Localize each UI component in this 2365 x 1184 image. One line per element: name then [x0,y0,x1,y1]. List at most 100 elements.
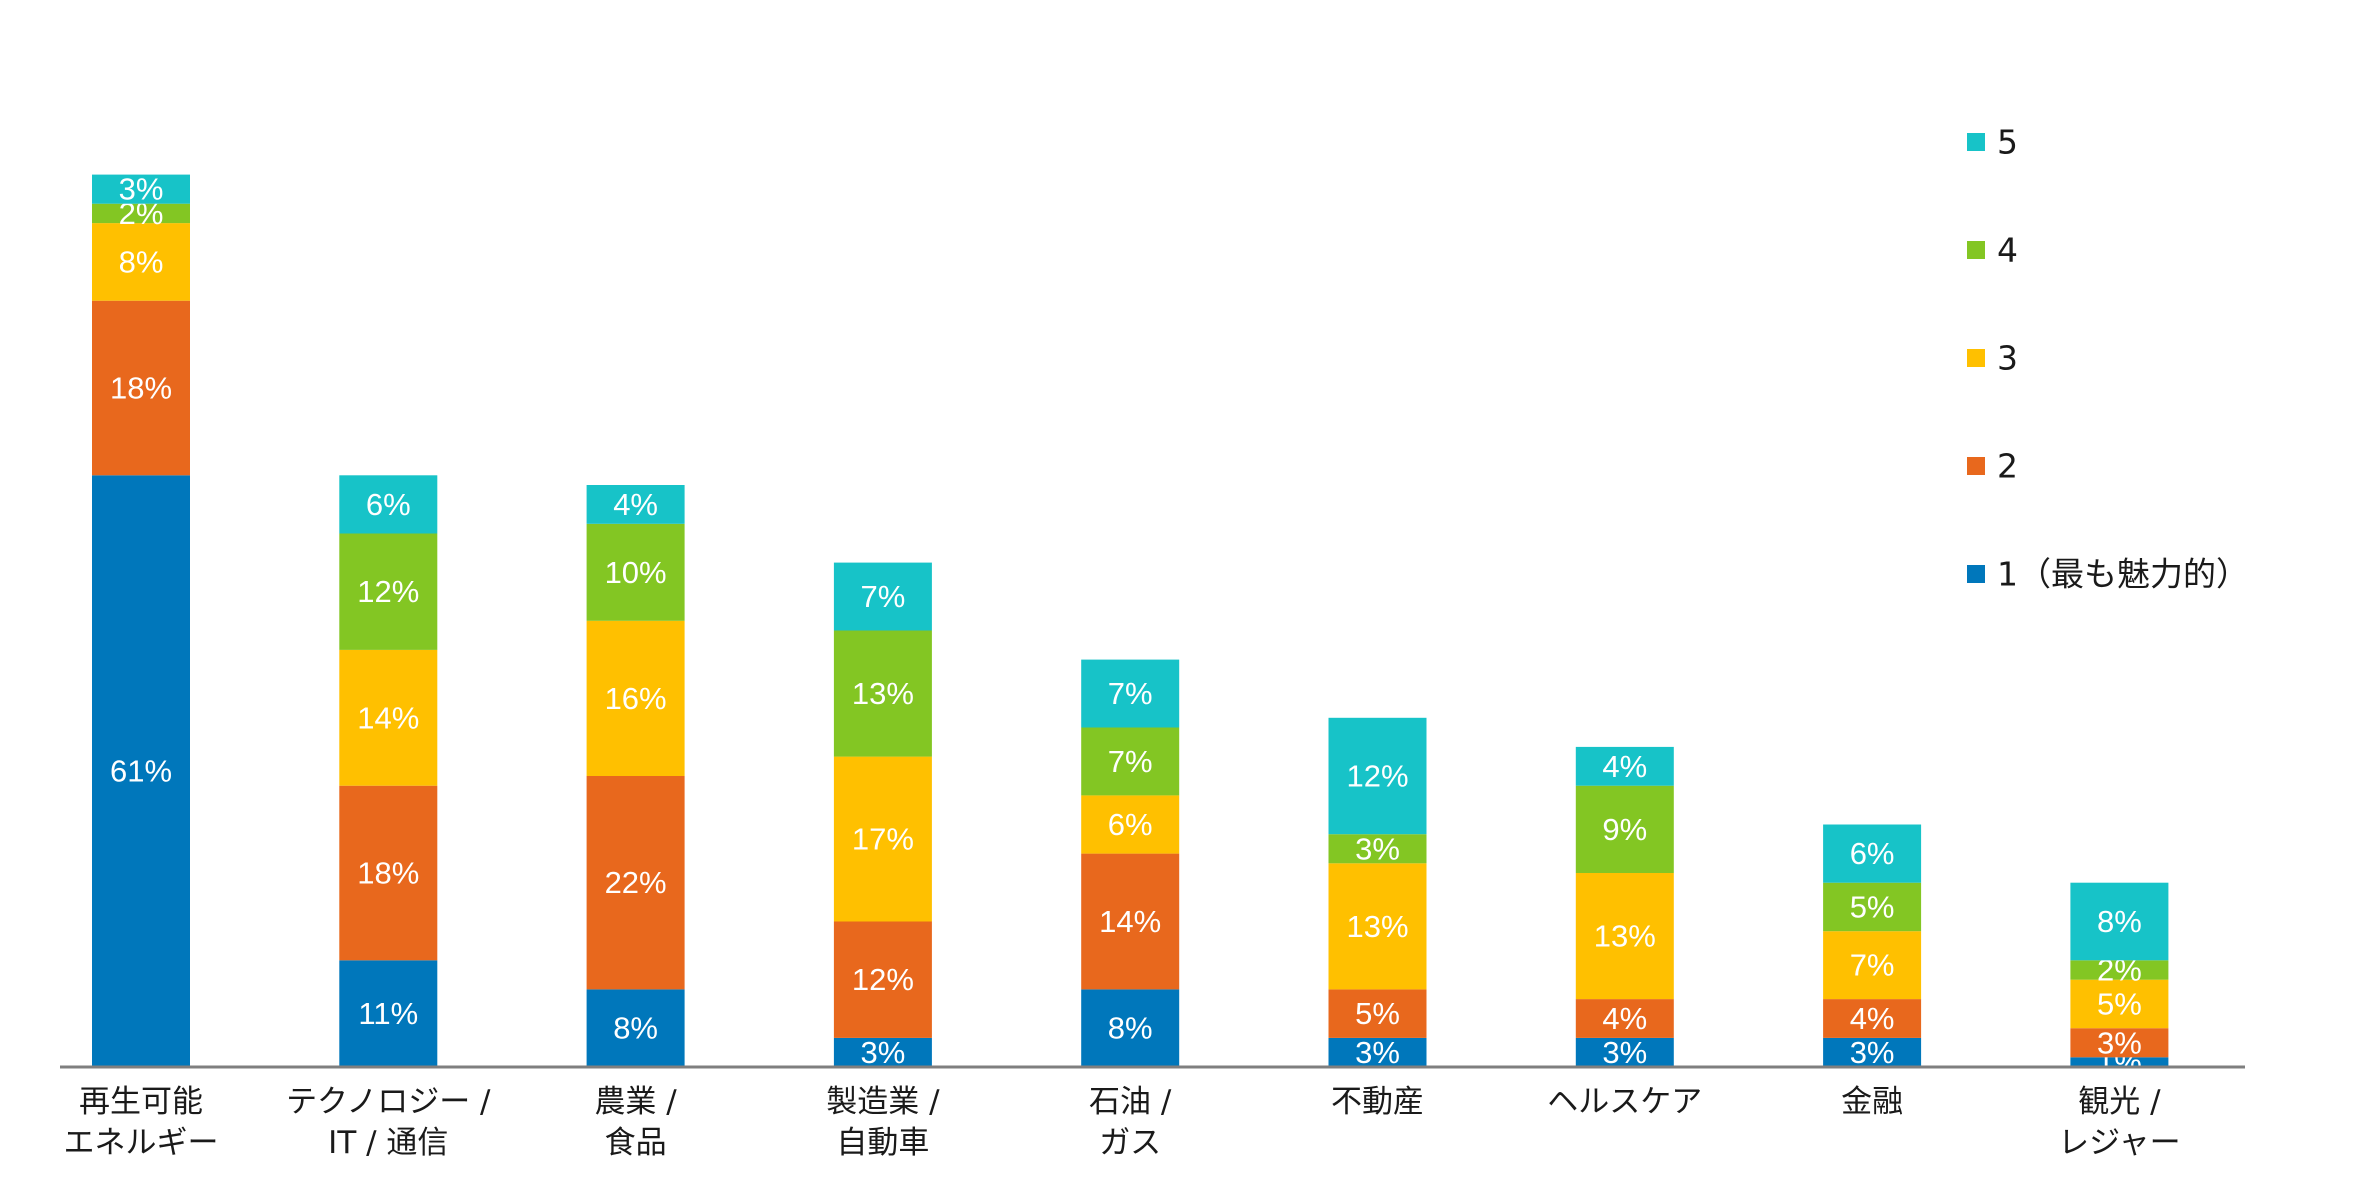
bar-segment-6-series-3 [1328,863,1427,990]
data-label-7-series-2: 4% [1602,1001,1647,1036]
bar-segment-3-series-2 [586,776,685,990]
legend-swatch-4 [1967,241,1985,259]
bar-segment-8-series-2 [1823,999,1922,1038]
data-label-4-series-2: 12% [852,962,914,997]
data-label-3-series-3: 16% [605,681,667,716]
bar-segment-1-series-5 [92,174,190,204]
bar-segment-5-series-4 [1081,727,1180,796]
category-label-3-line-2: 食品 [605,1125,667,1161]
legend: 5 4 3 2 1（最も魅力的） [1967,123,2249,594]
data-label-2-series-3: 14% [357,700,419,735]
data-label-8-series-4: 5% [1850,889,1895,924]
category-label-3-line-1: 農業 / [594,1084,677,1120]
bar-segment-7-series-3 [1575,873,1674,1000]
data-label-3-series-1: 8% [613,1011,658,1046]
legend-label-3: 3 [1997,339,2018,378]
bar-segment-6-series-5 [1328,717,1427,835]
data-label-6-series-2: 5% [1355,996,1400,1031]
category-label-4-line-2: 自動車 [836,1125,929,1161]
bar-segment-7-series-5 [1575,746,1674,786]
bar-segment-2-series-3 [339,649,438,786]
data-label-5-series-3: 6% [1108,807,1153,842]
bar-segment-7-series-2 [1575,999,1674,1038]
legend-label-2: 2 [1997,447,2018,486]
data-label-1-series-2: 18% [110,371,172,406]
category-label-2-line-1: テクノロジー / [286,1084,491,1120]
legend-label-5: 5 [1997,123,2018,162]
data-label-1-series-5: 3% [119,172,164,207]
bar-segment-6-series-4 [1328,834,1427,864]
bar-segment-2-series-1 [339,960,438,1067]
legend-label-4: 4 [1997,231,2018,270]
legend-swatch-5 [1967,133,1985,151]
data-label-8-series-1: 3% [1850,1035,1895,1070]
data-label-3-series-4: 10% [605,555,667,590]
bar-segment-6-series-2 [1328,989,1427,1038]
category-label-4-line-1: 製造業 / [826,1084,940,1120]
bar-segment-4-series-3 [833,756,932,922]
category-label-1-line-1: 再生可能 [79,1084,203,1120]
data-label-6-series-5: 12% [1346,759,1408,794]
bar-segment-7-series-1 [1575,1037,1674,1067]
bar-segment-3-series-5 [586,485,685,524]
data-label-7-series-4: 9% [1602,812,1647,847]
legend-label-1: 1（最も魅力的） [1997,555,2249,594]
data-label-2-series-2: 18% [357,856,419,891]
data-label-4-series-1: 3% [860,1035,905,1070]
bar-segment-9-series-4 [2070,960,2169,980]
data-label-5-series-5: 7% [1108,676,1153,711]
bar-segment-2-series-5 [339,475,438,534]
bar-segment-1-series-4 [92,203,190,224]
bar-segment-6-series-1 [1328,1037,1427,1067]
data-label-3-series-2: 22% [605,865,667,900]
data-label-4-series-5: 7% [860,579,905,614]
data-label-1-series-1: 61% [110,754,172,789]
bar-segment-7-series-4 [1575,785,1674,873]
category-label-5-line-1: 石油 / [1089,1084,1172,1120]
bar-segment-4-series-1 [833,1037,932,1067]
bar-segment-1-series-1 [92,475,190,1067]
bar-segment-2-series-4 [339,533,438,650]
category-label-7-line-1: ヘルスケア [1547,1084,1702,1120]
category-label-6-line-1: 不動産 [1331,1084,1424,1120]
bar-segment-8-series-4 [1823,882,1922,932]
category-label-9-line-2: レジャー [2058,1125,2180,1161]
bar-segment-9-series-5 [2070,882,2169,961]
category-label-5-line-2: ガス [1099,1125,1161,1161]
bar-segment-4-series-5 [833,562,932,631]
bar-segment-5-series-5 [1081,659,1180,728]
legend-swatch-1 [1967,565,1985,583]
category-label-1-line-2: エネルギー [64,1125,219,1161]
category-label-2-line-2: IT / 通信 [328,1125,448,1161]
data-label-7-series-1: 3% [1602,1035,1647,1070]
data-label-8-series-2: 4% [1850,1001,1895,1036]
data-label-4-series-4: 13% [852,676,914,711]
bar-segment-5-series-2 [1081,853,1180,990]
data-label-9-series-2: 3% [2097,1025,2142,1060]
data-label-7-series-3: 13% [1594,919,1656,954]
data-label-5-series-2: 14% [1099,904,1161,939]
bar-segment-2-series-2 [339,785,438,961]
bar-segment-8-series-1 [1823,1037,1922,1067]
data-label-5-series-4: 7% [1108,744,1153,779]
data-label-8-series-5: 6% [1850,836,1895,871]
data-label-1-series-3: 8% [119,244,164,279]
bar-segment-9-series-1 [2070,1057,2169,1067]
category-label-8-line-1: 金融 [1841,1084,1903,1120]
bar-segment-5-series-1 [1081,989,1180,1067]
data-label-2-series-5: 6% [366,487,411,522]
data-label-3-series-5: 4% [613,487,658,522]
data-label-9-series-5: 8% [2097,904,2142,939]
bar-segment-8-series-5 [1823,824,1922,883]
data-label-9-series-3: 5% [2097,986,2142,1021]
bar-segment-1-series-2 [92,300,190,476]
data-label-2-series-1: 11% [358,996,418,1031]
bar-segment-1-series-3 [92,223,190,301]
data-label-8-series-3: 7% [1850,948,1895,983]
bar-segment-5-series-3 [1081,795,1180,854]
bar-segment-8-series-3 [1823,931,1922,1000]
bars-group: 61%18%8%2%3%11%18%14%12%6%8%22%16%10%4%3… [92,172,2169,1080]
data-label-6-series-4: 3% [1355,831,1400,866]
